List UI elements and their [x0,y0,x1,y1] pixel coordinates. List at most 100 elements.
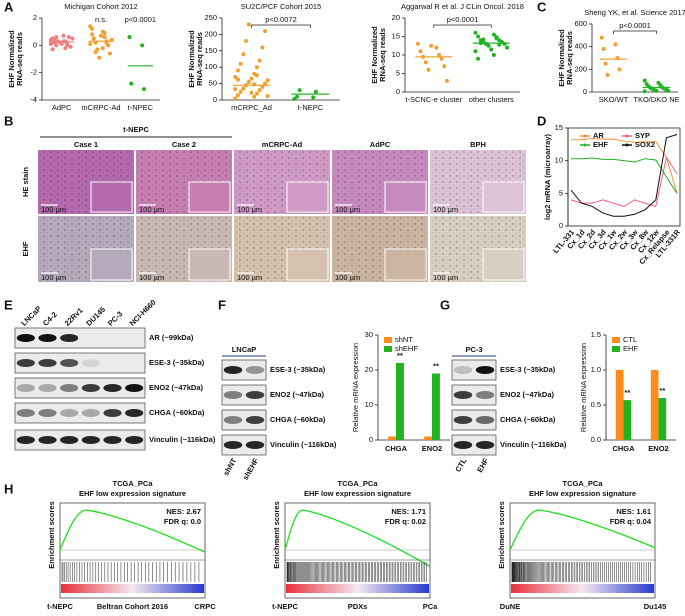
data-point [642,78,647,83]
blot-band [81,384,100,392]
panel-label: F [218,297,226,312]
blot-band [125,334,143,342]
bar [650,370,659,440]
y-axis-label: EHF Normalized [7,30,16,88]
y-tick-label: 15 [555,123,563,132]
x-tick-label: t-NPEC [128,103,154,112]
gsea-left: t-NEPC [47,602,73,611]
blot-strip [451,409,497,431]
data-point [233,96,238,101]
data-point [235,77,240,82]
data-point [254,91,259,96]
y-axis-label: RNA-seq reads [378,28,387,82]
y-tick-label: 100 [204,62,217,71]
blot-band [38,359,57,367]
data-point [233,87,238,92]
panel-label: B [4,113,13,128]
scale-bar-label: 100 µm [139,205,164,214]
data-point [294,94,299,99]
data-point [654,88,659,93]
data-point [489,47,494,52]
blot-title: PC-3 [465,345,482,354]
y-tick-label: 0 [559,221,563,230]
data-point [265,78,270,83]
blot-protein: CHGA (~60kDa) [500,415,556,424]
blot-strip [451,359,497,381]
blot-band [475,441,495,449]
gsea-frame [509,502,656,599]
data-point [70,36,75,41]
data-point [603,61,608,66]
data-point [491,32,496,37]
y-tick-label: 1.5 [591,330,601,339]
blot-band [81,436,100,444]
legend-swatch [612,346,620,352]
y-tick-label: 400 [574,42,587,51]
y-tick-label: 15 [392,31,400,40]
data-point [102,31,107,36]
blot-band [81,409,100,417]
gsea-right: PCa [423,602,438,611]
data-point [265,94,270,99]
gsea-middle: PDXs [348,602,368,611]
data-point [238,89,243,94]
y-tick-label: 0 [396,87,400,96]
gsea-rank-bar [286,584,429,593]
data-point [491,53,496,57]
annotation: p<0.0001 [619,21,651,30]
x-tick-label: SKO/WT [599,95,629,104]
inset [286,248,329,281]
plot-frame [567,127,681,227]
annotation: p<0.0001 [125,15,157,24]
blot-band [38,384,57,392]
blot-protein: ESE-3 (~35kDa) [500,365,556,374]
data-point [89,32,94,37]
lane-label: CTL [453,456,468,473]
y-axis-label: RNA-seq reads [195,32,204,86]
legend-label: SYP [635,131,650,140]
data-line [571,157,678,194]
blot-band [475,391,495,399]
column-label: mCRPC-Ad [262,140,303,149]
data-point [68,44,73,49]
blot-band [453,416,473,424]
blot-protein: Vinculin (~116kDa) [149,435,216,444]
blot-band [103,384,122,392]
data-point [444,78,449,83]
data-point [617,67,622,72]
data-point [476,34,481,39]
blot-band [81,359,100,367]
x-tick-label: t-SCNC-e cluster [405,95,462,104]
y-tick-label: 30 [365,330,373,339]
scale-bar-label: 100 µm [433,205,458,214]
data-point [141,87,146,92]
inset [286,181,329,213]
data-point [66,35,71,40]
legend-label: CTL [623,335,637,344]
blot-protein: AR (~99kDa) [149,333,194,342]
legend-marker [583,134,587,138]
y-tick-label: 10 [555,156,563,165]
inset [188,248,231,281]
lane-label: C4-2 [41,310,59,328]
blot-protein: Vinculin (~116kDa) [500,440,567,449]
gsea-subtitle: EHF low expression signature [529,489,636,498]
data-point [429,43,434,48]
data-point [605,73,610,77]
scale-bar-label: 100 µm [433,273,458,282]
blot-strip [14,429,146,451]
gsea-nes: NES: 1.71 [391,507,426,516]
data-point [235,68,240,73]
data-point [486,43,491,48]
data-point [263,81,268,86]
blot-band [38,409,57,417]
data-point [313,89,318,94]
data-point [434,45,439,50]
data-point [89,26,94,31]
bar [388,436,396,440]
blot-band [16,334,35,342]
blot-title: LNCaP [232,345,257,354]
bar [424,436,432,440]
y-tick-label: 200 [204,29,217,38]
y-tick-label: 200 [574,64,587,73]
